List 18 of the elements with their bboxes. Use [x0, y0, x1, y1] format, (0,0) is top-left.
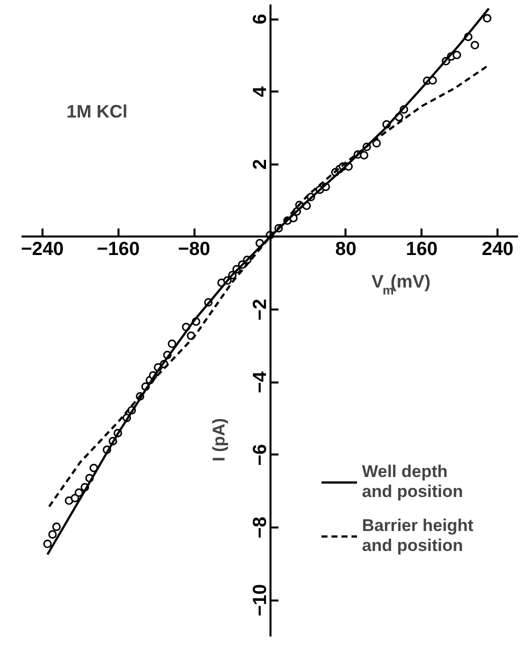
x-tick-label: −80: [178, 238, 210, 260]
annotation: 1M KCl: [66, 102, 128, 122]
y-tick-label: 6: [250, 14, 271, 24]
legend-label: Well depth and position: [362, 462, 464, 502]
y-tick-label: −4: [250, 370, 271, 394]
y-tick-label: −2: [250, 298, 271, 320]
y-tick-label: −6: [250, 444, 271, 466]
y-tick-label: 2: [250, 159, 271, 170]
y-tick-label: 4: [250, 86, 271, 97]
x-tick-label: 240: [482, 238, 514, 260]
y-axis-title: I (pA): [210, 418, 228, 462]
y-tick-label: −10: [250, 584, 271, 616]
x-tick-label: 160: [406, 238, 438, 260]
x-tick-label: −160: [96, 238, 140, 260]
x-tick-label: −240: [20, 238, 64, 260]
legend-label: Barrier height and position: [362, 516, 474, 556]
x-tick-label: 80: [335, 238, 356, 260]
y-tick-label: −8: [250, 516, 271, 538]
